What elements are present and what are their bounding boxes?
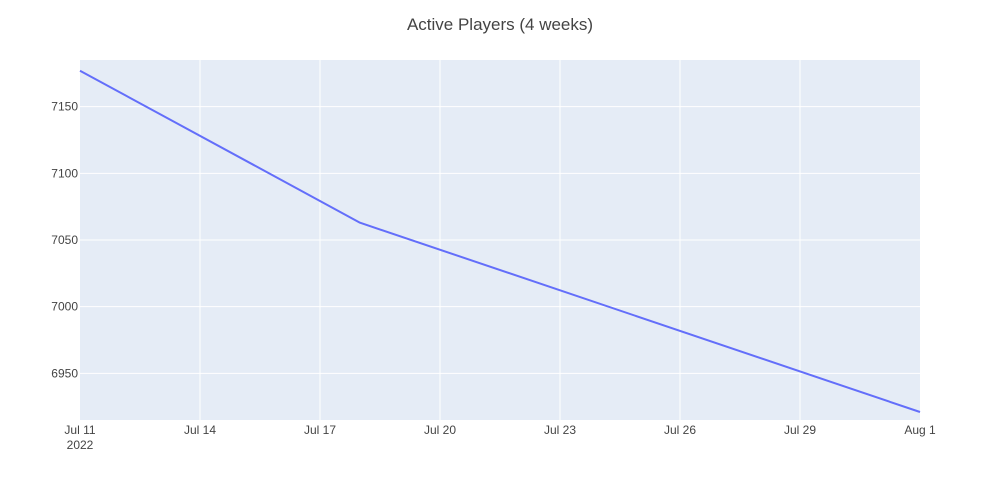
x-tick-label: Jul 17 xyxy=(304,423,336,437)
series-layer xyxy=(79,69,921,413)
x-tick-label: Jul 14 xyxy=(184,423,216,437)
series-line xyxy=(79,69,921,413)
y-tick-label: 7150 xyxy=(51,100,78,114)
y-tick-label: 7000 xyxy=(51,300,78,314)
x-tick-label: Jul 20 xyxy=(424,423,456,437)
y-tick-label: 7100 xyxy=(51,166,78,180)
grid-lines xyxy=(80,60,920,420)
y-tick-label: 6950 xyxy=(51,366,78,380)
chart-title: Active Players (4 weeks) xyxy=(407,15,593,34)
y-tick-label: 7050 xyxy=(51,233,78,247)
x-tick-label: Jul 29 xyxy=(784,423,816,437)
x-tick-label: Jul 26 xyxy=(664,423,696,437)
x-tick-label: Aug 1 xyxy=(904,423,936,437)
x-tick-label: Jul 23 xyxy=(544,423,576,437)
x-tick-year-label: 2022 xyxy=(67,438,94,452)
x-tick-label: Jul 11 xyxy=(64,423,95,437)
